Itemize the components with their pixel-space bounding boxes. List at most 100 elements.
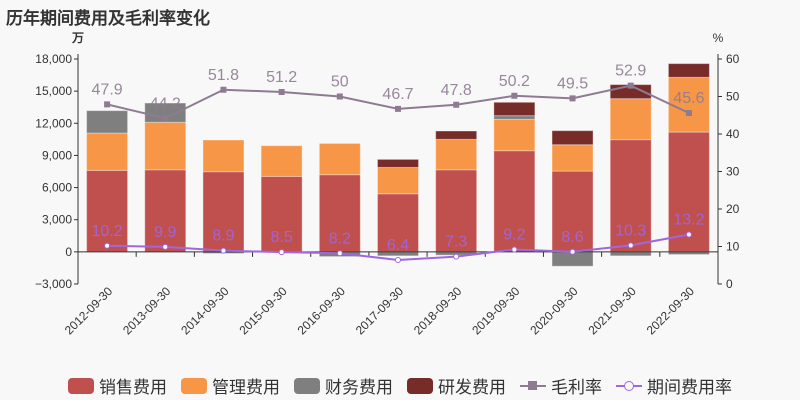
left-tick-label: 6,000: [42, 181, 72, 195]
legend-item[interactable]: 销售费用: [68, 373, 167, 398]
point-毛利率: [511, 92, 518, 99]
data-label-毛利率: 51.8: [208, 67, 239, 84]
x-tick-label: 2020-09-30: [527, 284, 581, 338]
point-毛利率: [627, 82, 634, 89]
point-期间费用率: [511, 246, 518, 253]
legend-swatch: [68, 377, 94, 394]
bar-销售费用: [435, 169, 478, 253]
bar-管理费用: [144, 121, 187, 171]
right-tick-label: 30: [726, 165, 740, 179]
legend-item[interactable]: 毛利率: [520, 373, 602, 398]
x-tick-label: 2016-09-30: [295, 284, 349, 338]
left-tick-label: −3,000: [35, 277, 72, 291]
point-毛利率: [685, 110, 692, 116]
bar-管理费用: [377, 166, 419, 195]
point-期间费用率: [220, 247, 227, 254]
point-期间费用率: [395, 257, 401, 263]
bar-管理费用: [318, 142, 361, 176]
right-axis-unit: %: [713, 31, 724, 45]
point-期间费用率: [162, 243, 169, 250]
point-期间费用率: [453, 253, 460, 260]
data-label-期间费用率: 10.3: [615, 222, 646, 239]
point-期间费用率: [627, 242, 634, 249]
left-tick-label: 9,000: [42, 148, 72, 162]
point-毛利率: [162, 115, 169, 122]
left-tick-label: 3,000: [42, 213, 72, 227]
bar-研发费用: [493, 101, 536, 117]
data-label-期间费用率: 10.2: [92, 223, 123, 240]
left-tick-label: 18,000: [35, 52, 72, 66]
data-label-期间费用率: 8.2: [329, 230, 351, 247]
point-期间费用率: [278, 249, 285, 256]
point-毛利率: [569, 95, 576, 102]
x-tick-label: 2018-09-30: [411, 284, 465, 338]
legend-swatch: [181, 377, 207, 394]
legend-item[interactable]: 管理费用: [181, 373, 280, 398]
legend: 销售费用 管理费用 财务费用 研发费用 毛利率 期间费用率: [0, 373, 800, 398]
chart-svg: 万 % −3,000 0 3,000 6,000 9,000 12,000 15,000 18,0…: [35, 31, 740, 338]
data-label-毛利率: 50: [331, 74, 349, 91]
data-label-期间费用率: 7.3: [445, 234, 467, 251]
chart-title: 历年期间费用及毛利率变化: [6, 9, 210, 28]
legend-label: 期间费用率: [647, 378, 732, 397]
circle-marker-icon: [616, 378, 642, 394]
bar-研发费用: [667, 63, 710, 78]
bar-研发费用: [551, 130, 594, 146]
point-毛利率: [395, 105, 401, 112]
left-tick-label: 0: [65, 245, 72, 259]
x-tick-label: 2012-09-30: [62, 284, 116, 338]
bar-管理费用: [551, 144, 594, 172]
bar-研发费用: [377, 158, 419, 168]
data-label-期间费用率: 13.2: [673, 212, 704, 229]
x-tick-label: 2014-09-30: [178, 284, 232, 338]
x-tick-label: 2019-09-30: [469, 284, 523, 338]
data-label-毛利率: 47.8: [441, 82, 472, 99]
data-label-毛利率: 50.2: [499, 73, 530, 90]
point-毛利率: [453, 101, 460, 108]
square-marker-icon: [520, 378, 546, 394]
legend-label: 研发费用: [438, 378, 506, 397]
bar-管理费用: [609, 98, 652, 141]
x-tick-label: 2021-09-30: [586, 284, 640, 338]
point-毛利率: [220, 86, 227, 93]
legend-item[interactable]: 期间费用率: [616, 373, 732, 398]
right-tick-label: 20: [726, 202, 740, 216]
data-label-期间费用率: 6.4: [387, 237, 409, 254]
legend-swatch: [294, 377, 320, 394]
data-label-期间费用率: 9.2: [503, 227, 525, 244]
data-label-毛利率: 47.9: [92, 81, 123, 98]
data-label-期间费用率: 9.9: [154, 224, 176, 241]
bar-财务费用: [86, 110, 129, 134]
legend-swatch: [407, 377, 433, 394]
data-label-毛利率: 51.2: [266, 69, 297, 86]
right-tick-label: 40: [726, 127, 740, 141]
point-毛利率: [336, 93, 343, 100]
right-tick-label: 60: [726, 52, 740, 66]
bar-管理费用: [202, 139, 245, 173]
data-label-毛利率: 52.9: [615, 63, 646, 80]
legend-label: 管理费用: [212, 378, 280, 397]
right-tick-label: 0: [726, 277, 733, 291]
legend-item[interactable]: 研发费用: [407, 373, 506, 398]
data-label-期间费用率: 8.9: [212, 228, 234, 245]
left-tick-label: 12,000: [35, 116, 72, 130]
legend-item[interactable]: 财务费用: [294, 373, 393, 398]
bar-管理费用: [86, 132, 129, 171]
legend-label: 财务费用: [325, 378, 393, 397]
x-tick-label: 2013-09-30: [120, 284, 174, 338]
right-tick-label: 50: [726, 90, 740, 104]
bar-财务费用: [493, 115, 536, 120]
data-label-毛利率: 44.2: [150, 95, 181, 112]
data-label-毛利率: 46.7: [382, 86, 413, 103]
legend-label: 销售费用: [99, 378, 167, 397]
right-tick-label: 10: [726, 240, 740, 254]
point-毛利率: [278, 89, 285, 95]
point-期间费用率: [104, 242, 111, 249]
data-label-期间费用率: 8.6: [561, 229, 583, 246]
bar-研发费用: [435, 130, 478, 140]
bar-销售费用: [144, 169, 187, 253]
point-毛利率: [104, 101, 111, 108]
x-tick-label: 2022-09-30: [644, 284, 698, 338]
bar-销售费用: [202, 171, 245, 253]
